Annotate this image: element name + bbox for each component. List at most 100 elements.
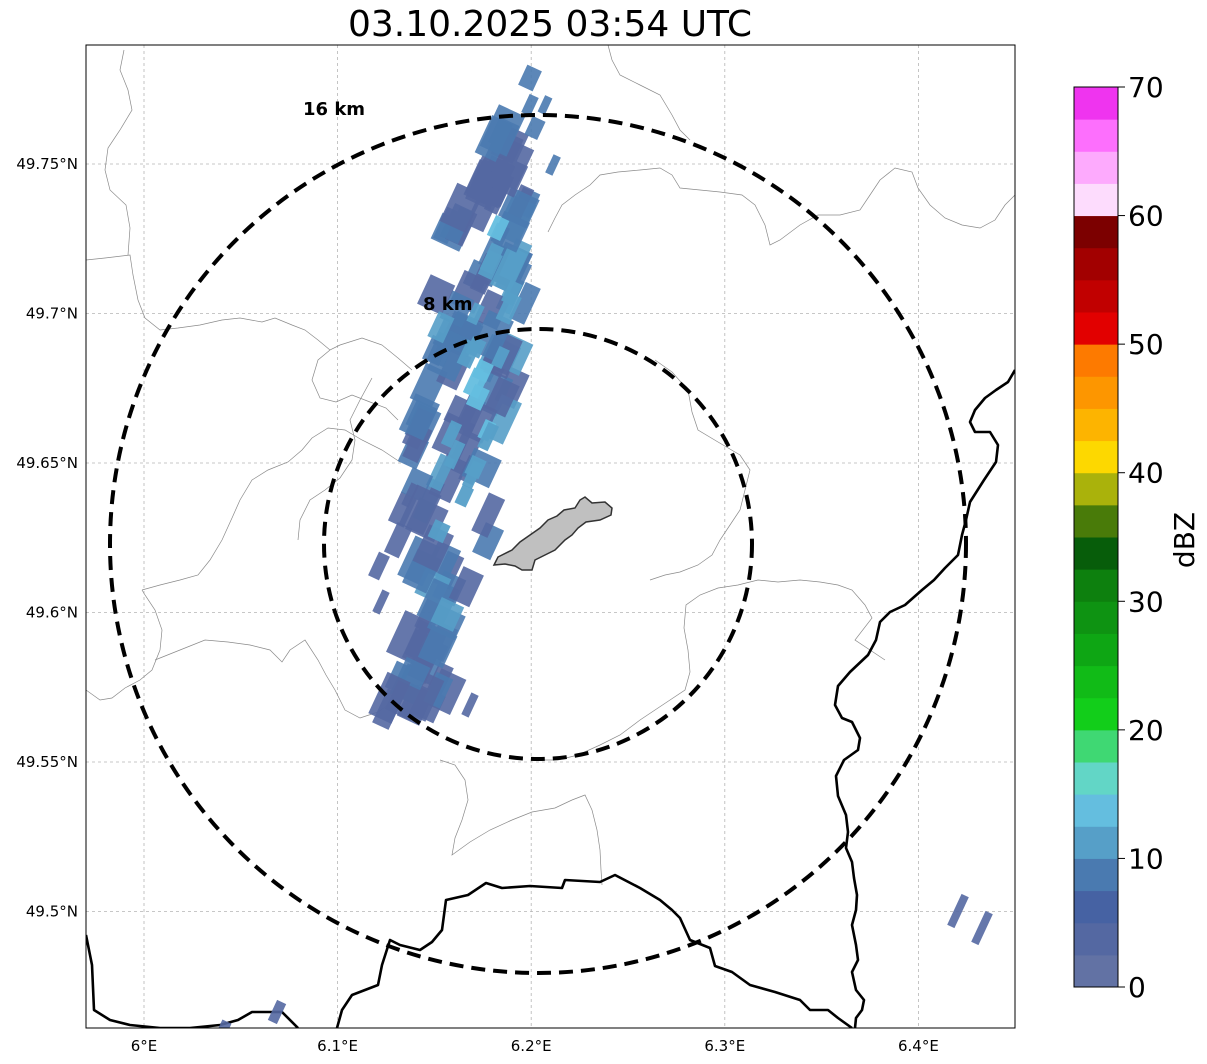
echo-cell xyxy=(462,367,490,399)
national-borders xyxy=(86,369,1015,1028)
admin-boundary xyxy=(297,377,373,541)
colorbar-segment xyxy=(1074,215,1118,249)
colorbar-segment xyxy=(1074,376,1118,409)
range-ring-label-8km: 8 km xyxy=(423,294,473,315)
colorbar-tick-label: 50 xyxy=(1128,328,1164,361)
echo-cell xyxy=(456,339,481,369)
colorbar-segment xyxy=(1074,922,1118,956)
lon-tick-label: 6.1°E xyxy=(317,1037,358,1055)
colorbar-segment xyxy=(1074,858,1118,892)
lon-tick-label: 6°E xyxy=(131,1037,158,1055)
echo-cell xyxy=(426,331,457,368)
echo-cell xyxy=(486,214,510,242)
echo-cell xyxy=(947,893,969,929)
colorbar-tick-label: 10 xyxy=(1128,842,1164,875)
colorbar-segment xyxy=(1074,472,1118,506)
echo-cell xyxy=(485,153,529,198)
lat-tick-label: 49.55°N xyxy=(16,753,78,771)
echo-cell xyxy=(971,910,993,946)
echo-cell xyxy=(484,376,520,418)
echo-cell xyxy=(477,421,500,452)
range-rings xyxy=(108,113,968,975)
lat-tick-label: 49.7°N xyxy=(26,305,78,323)
lon-tick-label: 6.2°E xyxy=(511,1037,552,1055)
border-fr-lu-south xyxy=(335,873,853,1028)
echo-cell xyxy=(454,484,475,508)
colorbar-segment xyxy=(1074,601,1118,634)
colorbar: 0 10 20 30 40 50 60 70 xyxy=(1073,71,1164,1004)
echo-cell xyxy=(267,999,287,1025)
colorbar-segment xyxy=(1074,151,1118,184)
echo-cell xyxy=(495,291,522,325)
echo-cell xyxy=(521,93,539,117)
colorbar-label: dBZ xyxy=(1168,512,1201,568)
colorbar-segment xyxy=(1074,279,1118,313)
colorbar-segment xyxy=(1074,890,1118,924)
echo-cell xyxy=(385,610,432,665)
echo-cell xyxy=(408,673,445,722)
colorbar-segment xyxy=(1074,826,1118,859)
colorbar-segment xyxy=(1074,954,1118,988)
echo-cell xyxy=(398,393,440,441)
colorbar-segment xyxy=(1074,537,1118,570)
echo-cell xyxy=(440,420,463,449)
colorbar-segment xyxy=(1074,762,1118,795)
lat-tick-label: 49.75°N xyxy=(16,155,78,173)
echo-cell xyxy=(368,551,390,581)
admin-boundary xyxy=(649,359,751,581)
colorbar-tick-label: 0 xyxy=(1128,971,1146,1004)
echo-cell xyxy=(398,484,442,536)
colorbar-segment xyxy=(1074,440,1118,474)
echo-cell xyxy=(471,492,506,538)
admin-boundary xyxy=(86,589,163,701)
echo-cell xyxy=(518,64,542,92)
colorbar-segment xyxy=(1074,633,1118,667)
echo-cell xyxy=(491,345,510,370)
colorbar-segment xyxy=(1074,504,1118,538)
echo-cell xyxy=(417,624,458,669)
echo-cell xyxy=(439,182,484,233)
echo-cell xyxy=(385,680,425,721)
echo-cell xyxy=(466,302,485,326)
echo-cell xyxy=(490,245,528,294)
echo-cell xyxy=(372,589,390,615)
lon-tick-label: 6.3°E xyxy=(704,1037,745,1055)
echo-cell xyxy=(427,311,455,344)
echo-cell xyxy=(545,154,561,176)
colorbar-tick-label: 30 xyxy=(1128,585,1164,618)
colorbar-tick-label: 40 xyxy=(1128,457,1164,490)
admin-boundary xyxy=(311,349,399,421)
echo-cell xyxy=(524,115,546,141)
echo-cell xyxy=(416,578,460,628)
colorbar-segment xyxy=(1074,697,1118,731)
admin-boundary xyxy=(607,45,691,141)
colorbar-tick-label: 20 xyxy=(1128,714,1164,747)
admin-boundary xyxy=(86,254,413,371)
range-ring-16km xyxy=(108,113,968,975)
lat-tick-label: 49.6°N xyxy=(26,604,78,622)
echo-cell xyxy=(383,522,413,559)
border-de-lu xyxy=(833,369,1015,1028)
admin-boundary xyxy=(104,49,133,256)
colorbar-segment xyxy=(1074,794,1118,827)
echo-cell xyxy=(477,249,503,281)
lat-tick-label: 49.5°N xyxy=(26,903,78,921)
colorbar-tick-label: 70 xyxy=(1128,71,1164,104)
range-ring-label-16km: 16 km xyxy=(303,99,365,120)
range-ring-8km xyxy=(322,327,754,761)
echo-cell xyxy=(509,281,541,325)
chart-title: 03.10.2025 03:54 UTC xyxy=(347,4,753,45)
map-frame xyxy=(85,44,1016,1029)
admin-boundary xyxy=(547,167,1015,246)
colorbar-segment xyxy=(1074,87,1118,120)
colorbar-segment xyxy=(1074,119,1118,152)
echo-cell xyxy=(443,439,466,470)
lat-tick-label: 49.65°N xyxy=(16,454,78,472)
admin-boundary xyxy=(439,759,603,886)
colorbar-segment xyxy=(1074,183,1118,217)
colorbar-segment xyxy=(1074,247,1118,281)
echo-cell xyxy=(473,289,511,331)
colorbar-segment xyxy=(1074,312,1118,345)
colorbar-tick-label: 60 xyxy=(1128,200,1164,233)
colorbar-segment xyxy=(1074,569,1118,602)
